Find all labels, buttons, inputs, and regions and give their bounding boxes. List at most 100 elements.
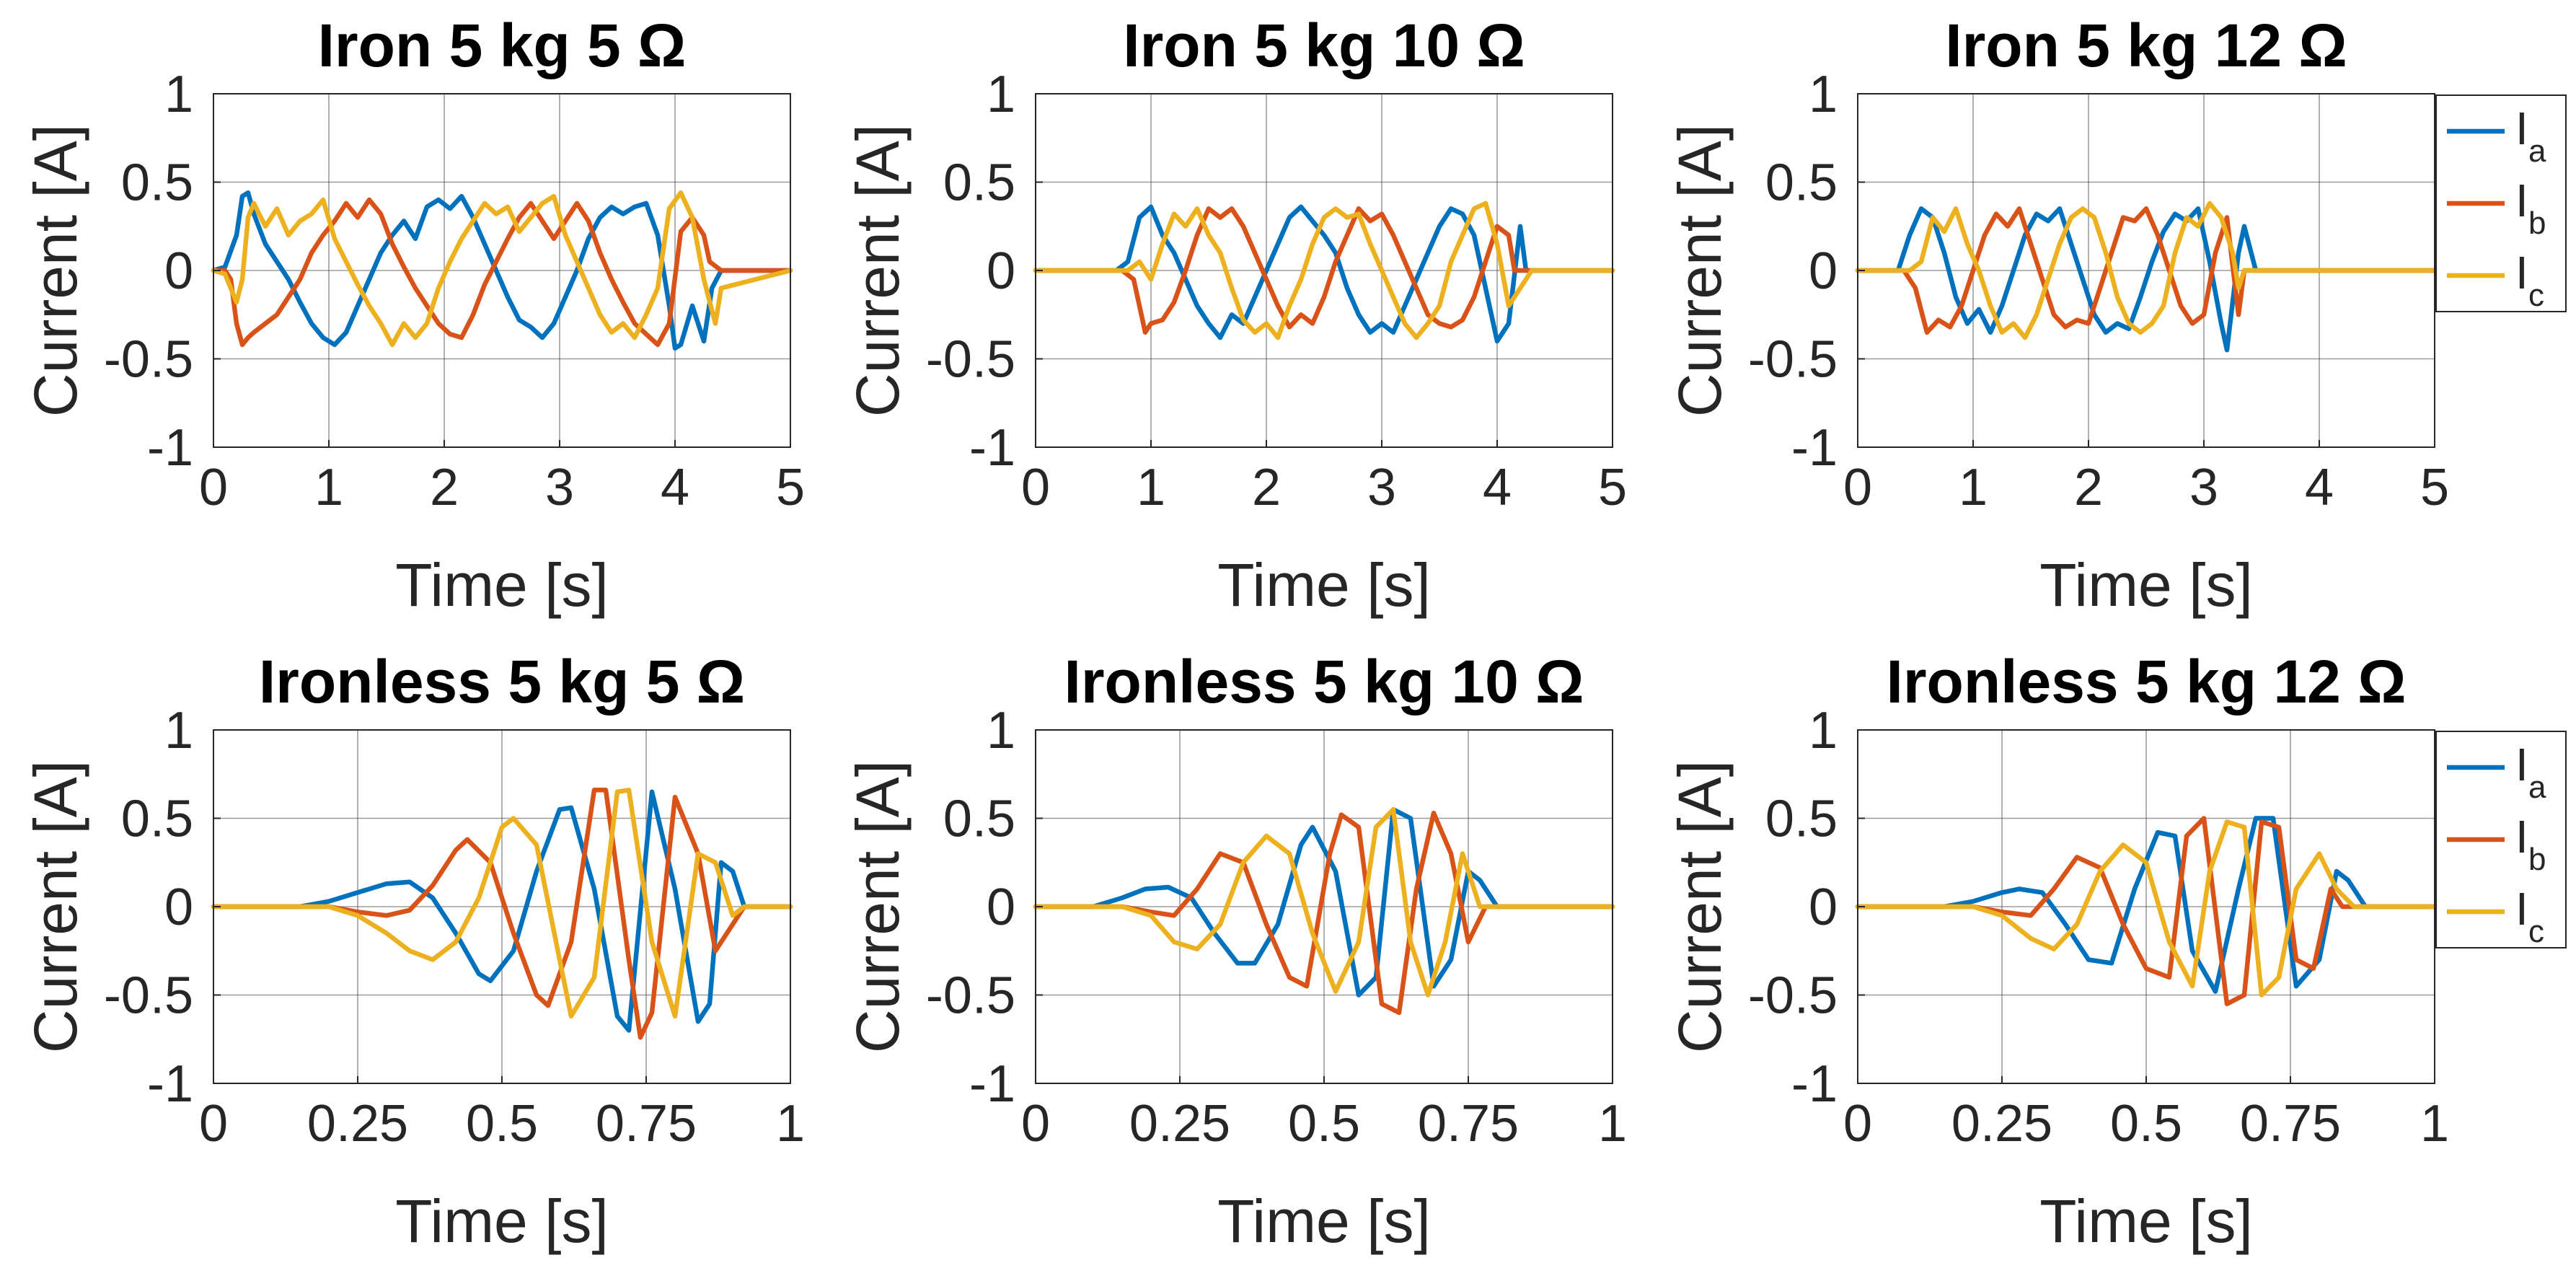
y-tick-label: 1 (1809, 66, 1838, 123)
x-tick-label: 0.5 (2110, 1095, 2182, 1153)
series-line-i-a (211, 789, 793, 1033)
x-tick-label: 1 (1598, 1095, 1627, 1153)
legend-subscript: c (2528, 914, 2544, 949)
y-tick-label: 0.5 (121, 791, 193, 848)
x-tick-label: 3 (2189, 459, 2218, 516)
x-tick-label: 4 (661, 459, 689, 516)
x-tick-label: 0 (199, 459, 228, 516)
y-tick-label: 0.5 (943, 791, 1015, 848)
series-line-i-c (211, 788, 793, 1019)
y-tick-label: 1 (1809, 702, 1838, 760)
x-tick-label: 1 (314, 459, 343, 516)
chart-title: Ironless 5 kg 10 Ω (1064, 648, 1584, 716)
x-tick-label: 2 (1252, 459, 1281, 516)
x-tick-label: 3 (545, 459, 574, 516)
legend-label: I (2515, 102, 2528, 154)
y-tick-label: -1 (147, 419, 193, 477)
y-tick-label: -0.5 (104, 967, 193, 1025)
legend-subscript: b (2528, 206, 2546, 241)
y-tick-label: -0.5 (1748, 331, 1838, 389)
y-tick-label: 1 (987, 702, 1015, 760)
series-line-i-b (1033, 206, 1615, 335)
x-axis-label: Time [s] (2039, 1187, 2253, 1255)
x-tick-label: 2 (430, 459, 459, 516)
y-tick-label: -1 (969, 1055, 1015, 1113)
y-tick-label: 1 (164, 66, 193, 123)
x-axis-label: Time [s] (395, 1187, 609, 1255)
series-line-i-c (1855, 819, 2438, 998)
y-tick-label: 0.5 (943, 154, 1015, 212)
chart-title: Ironless 5 kg 12 Ω (1886, 648, 2406, 716)
y-tick-label: -1 (147, 1055, 193, 1113)
y-tick-label: -1 (969, 419, 1015, 477)
x-tick-label: 0.25 (1951, 1095, 2052, 1153)
y-tick-label: -1 (1791, 1055, 1838, 1113)
series-line-i-c (1855, 201, 2438, 340)
series-line-i-a (1033, 807, 1615, 998)
legend-subscript: a (2528, 770, 2546, 805)
chart-panel-1: 0 1 2 3 4 5 -1 -0.5 0 0.5 1 Time [s] Current [A] Iron… (22, 12, 805, 619)
series-line-i-b (211, 197, 793, 348)
x-tick-label: 0.25 (1129, 1095, 1230, 1153)
x-tick-label: 5 (1598, 459, 1627, 516)
y-tick-label: 0 (164, 879, 193, 936)
series-line-i-b (211, 788, 793, 1040)
chart-panel-2: 0 1 2 3 4 5 -1 -0.5 0 0.5 1 Time [s] Current [A] Iron… (844, 12, 1627, 619)
y-tick-label: -1 (1791, 419, 1838, 477)
y-tick-label: 0.5 (1765, 154, 1838, 212)
x-tick-label: 3 (1367, 459, 1396, 516)
x-tick-label: 2 (2074, 459, 2103, 516)
y-tick-label: 0 (987, 879, 1015, 936)
chart-panel-3: 0 1 2 3 4 5 -1 -0.5 0 0.5 1 Time [s] Current [A] Iron… (1666, 12, 2567, 619)
x-tick-label: 0.75 (2240, 1095, 2341, 1153)
y-axis-label: Current [A] (844, 760, 912, 1053)
legend-subscript: b (2528, 842, 2546, 877)
series-line-i-c (211, 190, 793, 348)
chart-title: Iron 5 kg 12 Ω (1945, 12, 2347, 79)
legend-label: I (2515, 175, 2528, 226)
x-tick-label: 0 (1843, 459, 1872, 516)
chart-panel-4: 0 0.25 0.5 0.75 1 -1 -0.5 0 0.5 1 Time [s] Current … (22, 648, 805, 1255)
y-tick-label: 0.5 (121, 154, 193, 212)
x-tick-label: 0.5 (1288, 1095, 1360, 1153)
y-axis-label: Current [A] (844, 124, 912, 417)
y-axis-label: Current [A] (22, 760, 89, 1053)
legend-label: I (2515, 811, 2528, 863)
chart-title: Iron 5 kg 5 Ω (318, 12, 687, 79)
x-tick-label: 0 (1021, 459, 1050, 516)
chart-title: Iron 5 kg 10 Ω (1123, 12, 1525, 79)
x-axis-label: Time [s] (2039, 551, 2253, 619)
x-tick-label: 4 (2305, 459, 2334, 516)
chart-panel-5: 0 0.25 0.5 0.75 1 -1 -0.5 0 0.5 1 Time [s] Current … (844, 648, 1627, 1255)
series-line-i-a (1855, 816, 2438, 994)
x-axis-label: Time [s] (1217, 551, 1431, 619)
x-tick-label: 0.25 (307, 1095, 408, 1153)
x-tick-label: 0 (1021, 1095, 1050, 1153)
y-tick-label: 0 (1809, 242, 1838, 300)
x-tick-label: 0.5 (466, 1095, 538, 1153)
y-tick-label: 0 (164, 242, 193, 300)
y-tick-label: 0 (1809, 879, 1838, 936)
x-tick-label: 1 (776, 1095, 805, 1153)
series-line-i-b (1033, 810, 1615, 1016)
y-tick-label: -0.5 (926, 331, 1015, 389)
legend-label: I (2515, 883, 2528, 935)
y-tick-label: -0.5 (104, 331, 193, 389)
legend-label: I (2515, 247, 2528, 299)
series-line-i-c (1033, 201, 1615, 340)
series-line-i-a (1855, 206, 2438, 353)
x-axis-label: Time [s] (395, 551, 609, 619)
y-tick-label: 1 (987, 66, 1015, 123)
x-tick-label: 1 (2420, 1095, 2449, 1153)
y-axis-label: Current [A] (1666, 124, 1734, 417)
y-tick-label: 0.5 (1765, 791, 1838, 848)
x-tick-label: 0.75 (1418, 1095, 1519, 1153)
x-tick-label: 1 (1137, 459, 1165, 516)
y-tick-label: -0.5 (926, 967, 1015, 1025)
x-tick-label: 0.75 (596, 1095, 697, 1153)
x-tick-label: 1 (1959, 459, 1988, 516)
legend-subscript: c (2528, 278, 2544, 313)
